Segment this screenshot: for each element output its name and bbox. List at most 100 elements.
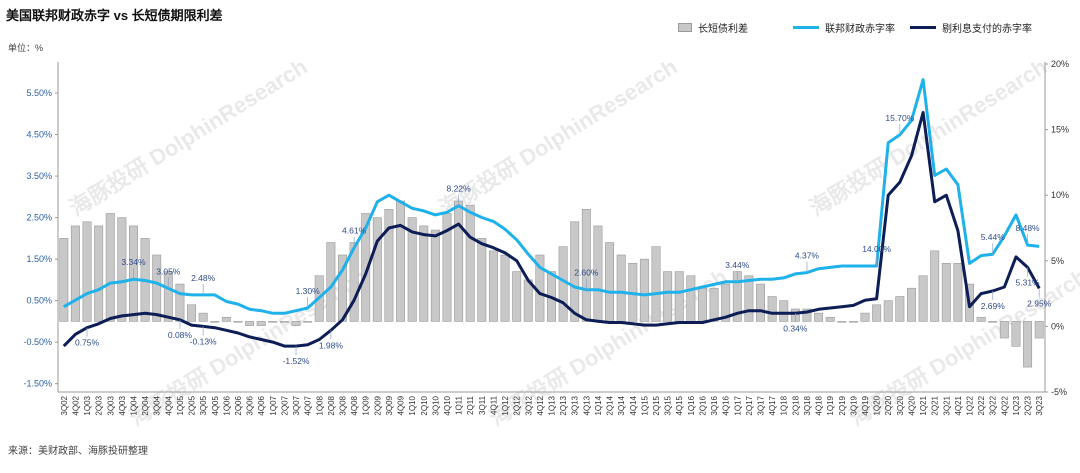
bar-2Q07 [279,321,289,323]
annotation-label: 5.31% [1016,277,1041,287]
x-tick-label: 2Q04 [141,395,150,415]
x-tick-label: 1Q13 [548,395,557,415]
bar-4Q13 [581,209,591,322]
legend-item-spread: 长短债利差 [678,20,748,35]
x-tick-label: 1Q09 [362,395,371,415]
bar-4Q04 [163,271,173,322]
x-tick-label: 1Q07 [269,395,278,415]
bar-2Q05 [187,304,197,322]
bar-1Q05 [175,283,185,322]
bar-4Q03 [117,217,127,322]
x-tick-label: 1Q20 [873,395,882,415]
bar-3Q06 [245,321,255,326]
annotation-label: 14.00% [862,244,891,254]
bar-4Q02 [70,225,80,322]
bar-4Q19 [860,312,870,322]
x-tick-label: 1Q14 [594,395,603,415]
x-tick-label: 4Q02 [71,395,80,415]
x-tick-label: 1Q06 [222,395,231,415]
y-right-tick-label: -5% [1051,387,1067,397]
x-tick-label: 3Q07 [292,395,301,415]
x-tick-label: 4Q03 [118,395,127,415]
bar-2Q17 [744,275,754,322]
source-note: 来源：美财政部、海豚投研整理 [8,446,148,457]
bar-2Q16 [697,287,707,322]
bar-3Q12 [523,279,533,322]
x-tick-label: 1Q04 [130,395,139,415]
y-right-tick-label: 10% [1051,190,1069,200]
x-tick-label: 2Q16 [699,396,708,416]
x-tick-label: 1Q23 [1012,395,1021,415]
legend-label-deficit-ex: 剔利息支付的赤字率 [942,24,1032,35]
x-tick-label: 2Q23 [1024,395,1033,415]
x-tick-label: 2Q03 [95,395,104,415]
x-tick-label: 3Q23 [1035,395,1044,415]
bar-4Q15 [674,271,684,322]
bar-2Q15 [651,246,661,322]
x-tick-label: 3Q02 [60,395,69,415]
x-tick-label: 3Q09 [385,395,394,415]
x-tick-label: 3Q08 [339,395,348,415]
legend-label-spread: 长短债利差 [698,24,748,35]
bar-1Q19 [825,316,835,322]
y-right-tick-label: 0% [1051,321,1064,331]
chart-title: 美国联邦财政赤字 vs 长短债期限利差 [6,8,223,23]
annotation-label: 2.69% [981,301,1006,311]
x-tick-label: 1Q11 [455,395,464,415]
bar-3Q09 [384,209,394,322]
x-tick-label: 2Q20 [884,395,893,415]
x-tick-label: 3Q05 [199,395,208,415]
annotation-label: 8.48% [1016,223,1041,233]
bar-3Q03 [105,213,115,322]
x-tick-label: 4Q11 [489,395,498,415]
bar-1Q12 [500,254,510,322]
annotation-label: 3.34% [121,257,146,267]
bar-4Q22 [999,321,1009,339]
x-tick-label: 1Q22 [966,395,975,415]
x-tick-label: 3Q11 [478,395,487,415]
annotation-label: 2.95% [1027,298,1052,308]
bar-2Q11 [465,204,475,322]
x-tick-label: 2Q09 [373,395,382,415]
y-left-tick-label: -1.50% [23,379,52,389]
bar-4Q18 [814,312,824,322]
y-left-tick-label: 0.50% [26,296,52,306]
x-tick-label: 2Q18 [791,395,800,415]
x-tick-label: 1Q03 [83,395,92,415]
x-tick-label: 4Q05 [211,395,220,415]
x-tick-label: 3Q22 [989,395,998,415]
bar-1Q07 [268,321,278,323]
bar-3Q21 [941,262,951,322]
y-left-tick-label: 5.50% [26,88,52,98]
x-tick-label: 4Q13 [582,395,591,415]
bar-1Q10 [407,217,417,322]
x-tick-label: 1Q16 [687,395,696,415]
bar-3Q20 [895,296,905,322]
x-tick-label: 2Q15 [652,395,661,415]
bar-3Q13 [570,221,580,322]
bar-3Q07 [291,321,301,326]
x-tick-label: 4Q22 [1000,395,1009,415]
annotation-label: 0.08% [168,330,193,340]
bar-2Q12 [512,271,522,322]
x-tick-label: 4Q06 [257,395,266,415]
x-tick-label: 4Q07 [304,396,313,416]
legend-swatch-deficit-ex [910,26,936,29]
x-tick-label: 4Q08 [350,395,359,415]
annotation-label: 2.48% [191,273,216,283]
bar-2Q13 [558,246,568,322]
x-tick-label: 3Q12 [524,395,533,415]
unit-label: 单位：% [8,43,44,53]
x-tick-label: 3Q06 [246,395,255,415]
bar-4Q09 [396,200,406,322]
x-tick-label: 3Q03 [106,396,115,416]
x-tick-label: 1Q15 [640,395,649,415]
x-tick-label: 1Q12 [501,396,510,416]
bar-2Q21 [930,250,940,322]
bar-1Q23 [1011,321,1021,347]
x-tick-label: 3Q15 [664,395,673,415]
annotation-label: 4.37% [795,251,820,261]
bar-3Q17 [756,283,765,322]
bar-1Q06 [221,316,231,322]
bar-3Q05 [198,312,208,322]
